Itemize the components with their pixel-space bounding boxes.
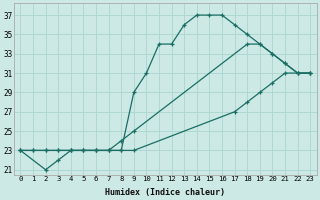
X-axis label: Humidex (Indice chaleur): Humidex (Indice chaleur) <box>105 188 225 197</box>
